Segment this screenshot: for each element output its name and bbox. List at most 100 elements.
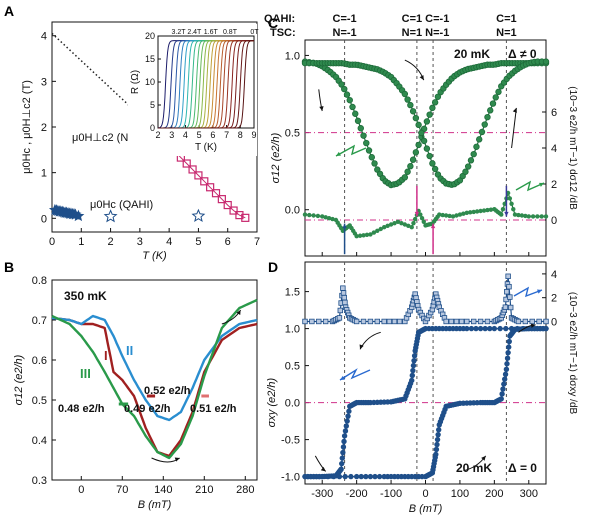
panel-c-sigma-point xyxy=(363,139,370,147)
panel-d-deriv-point xyxy=(381,318,387,325)
panel-d-deriv-point xyxy=(353,318,360,325)
panel-d-sigma-point xyxy=(482,325,488,332)
panel-d-sigma-point xyxy=(341,433,348,439)
panel-a-nb-point xyxy=(235,211,244,220)
panel-d-sigma-point xyxy=(500,386,506,392)
panel-a-xtick-label: 7 xyxy=(254,236,260,248)
panel-d-ytick-label: -1.0 xyxy=(281,472,300,484)
panel-d-deriv-point xyxy=(464,318,470,325)
panel-d-deriv-point xyxy=(340,290,347,296)
panel-d-sigma-point xyxy=(341,438,347,445)
panel-d-ytick-label: 0.5 xyxy=(285,361,300,373)
panel-a-inset-field-label: 3.2T xyxy=(172,29,187,36)
panel-b-ytick-label: 0.8 xyxy=(32,275,47,287)
panel-c-field-arrowhead xyxy=(430,223,436,229)
panel-c-deriv-point xyxy=(357,233,363,238)
panel-c-deriv-point xyxy=(474,209,480,214)
panel-c-sigma-point xyxy=(407,101,414,109)
panel-d-deriv-point xyxy=(386,318,393,325)
panel-c-deriv-point xyxy=(535,214,540,219)
panel-a-xtick-label: 2 xyxy=(108,236,114,248)
panel-d-arrowhead-right xyxy=(530,323,536,328)
panel-c-sigma-point xyxy=(357,125,364,132)
panel-c-pointer-left xyxy=(335,144,367,157)
panel-b-series-iii xyxy=(51,298,258,460)
panel-d-y2tick-label: 0 xyxy=(551,316,557,328)
panel-b-ytick-label: 0.6 xyxy=(32,355,47,367)
panel-d-deriv-point xyxy=(367,318,374,325)
panel-d-pointer-right-head xyxy=(537,289,542,294)
panel-c-ytick-label: 1.0 xyxy=(285,50,300,62)
panel-c-field-arrowhead xyxy=(504,211,509,217)
panel-d-xlabel: B (mT) xyxy=(409,503,443,515)
panel-c-deriv-point xyxy=(478,208,483,214)
panel-d-temperature: 20 mK xyxy=(456,461,492,475)
panel-c-sigma-point xyxy=(343,91,351,98)
panel-c-deriv-point xyxy=(450,214,456,219)
panel-b-annot-iii: 0.48 e2/h xyxy=(58,403,105,415)
panel-letter-a: A xyxy=(4,3,14,19)
panel-c-deriv-point xyxy=(307,212,312,218)
panel-c-sigma-point xyxy=(429,160,436,167)
panel-c-deriv-point xyxy=(437,212,442,217)
panel-c-deriv-point xyxy=(500,207,506,212)
panel-a-ytick-label: 3 xyxy=(41,76,47,88)
panel-c-deriv-point xyxy=(419,216,425,221)
panel-c-deriv-point xyxy=(371,230,377,235)
panel-c-deriv-point xyxy=(471,209,476,215)
panel-d-sigma-point xyxy=(348,473,354,480)
panel-a-annotation-qahi: μ0Hc (QAHI) xyxy=(90,199,153,211)
panel-d-xtick-label: -200 xyxy=(346,488,368,500)
panel-c-sigma-point xyxy=(473,143,480,150)
panel-c-sigma-point xyxy=(431,165,439,173)
panel-c-deriv-point xyxy=(375,228,380,233)
panel-c-deriv-point xyxy=(361,233,366,238)
panel-d-sigma-point xyxy=(491,325,498,332)
panel-a-ylabel: μ0Hc , μ0H⊥c2 (T) xyxy=(21,80,33,174)
panel-b-arrowhead-bottom xyxy=(174,457,180,462)
panel-b-label-iii: III xyxy=(80,366,91,381)
panel-d-sigma-point xyxy=(501,376,508,382)
panel-c-sigma-point xyxy=(401,174,409,181)
panel-d-deriv-point xyxy=(529,318,535,325)
panel-c-sigma-point xyxy=(415,121,422,129)
panel-b-xlabel: B (mT) xyxy=(138,499,172,511)
panel-d-deriv-point xyxy=(396,318,403,325)
panel-d-pointer-left-head xyxy=(340,375,345,380)
panel-c-sigma-point xyxy=(341,85,348,93)
panel-d-deriv-point xyxy=(536,318,542,325)
panel-c-ytick-label: 0.0 xyxy=(285,205,300,217)
panel-c-sigma-point xyxy=(420,137,428,145)
panel-a-qahi-point xyxy=(191,208,206,222)
panel-d-xtick-label: -300 xyxy=(311,488,333,500)
panel-c-arrow-right xyxy=(511,107,517,149)
panel-d-sigma-point xyxy=(434,436,441,443)
panel-b-annot-right: 0.51 e2/h xyxy=(190,403,237,415)
panel-c-sigma-point xyxy=(462,168,469,175)
panel-c-deriv-point xyxy=(326,216,332,221)
panel-d-deriv-point xyxy=(316,318,322,325)
panel-d-sigma-point xyxy=(477,325,484,332)
panel-a-inset-ytick-label: 0 xyxy=(150,123,155,133)
panel-d-ytick-label: 1.0 xyxy=(285,324,300,336)
panel-d-deriv-point xyxy=(309,318,315,325)
panel-d-sigma-point xyxy=(338,466,344,472)
panel-c-deriv-point xyxy=(368,232,373,237)
panel-d-sigma-point xyxy=(411,357,417,364)
panel-c-deriv-point xyxy=(464,210,470,215)
panel-a-nb-point xyxy=(229,206,238,215)
panel-a-annotation-nb: μ0H⊥c2 (Nb) xyxy=(72,132,138,144)
panel-letter-c: C xyxy=(268,15,278,31)
panel-d-sigma-point xyxy=(345,413,351,419)
panel-d-sigma-point xyxy=(502,371,509,377)
panel-c-sigma-point xyxy=(349,103,356,111)
panel-d-arrowhead-top xyxy=(359,344,364,350)
panel-a-qahi-point xyxy=(103,209,118,223)
panel-a-extrapolation-line xyxy=(51,32,141,117)
panel-c-sigma-point xyxy=(338,81,345,88)
panel-d-sigma-point xyxy=(505,349,511,356)
panel-d-xtick-label: -100 xyxy=(380,488,402,500)
panel-d-xtick-label: 100 xyxy=(451,488,469,500)
panel-c-deriv-point xyxy=(485,207,490,213)
